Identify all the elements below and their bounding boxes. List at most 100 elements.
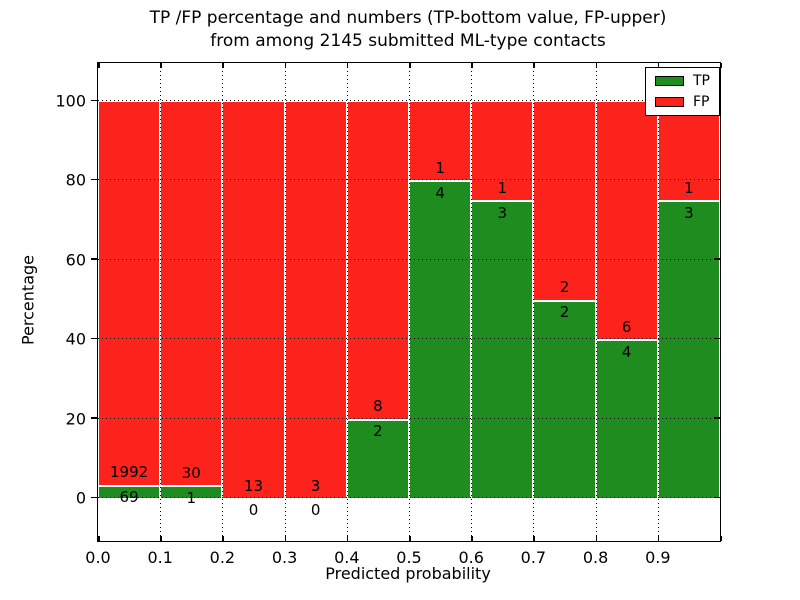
fp-bar-segment [222,101,285,498]
y-tick-label: 60 [65,250,86,270]
legend-item: TP [655,74,710,88]
fp-bar-segment [657,101,720,201]
x-tick-label: 0.7 [520,548,547,567]
tp-count-label: 0 [310,501,321,520]
plot-area: 0 20 40 60 80 100 0.0 0.1 0.2 0.3 0.4 0.5 0.6 0.7 0.8 0… [55,62,722,567]
fp-bar-segment [284,101,347,498]
fp-bar-segment [160,101,223,486]
chart-title-line1: TP /FP percentage and numbers (TP-bottom… [149,8,667,28]
tp-bar-segment [657,200,720,498]
gridline-vertical [533,63,535,541]
gridline-vertical [657,63,659,541]
gridline-vertical [284,63,286,541]
fp-count-label: 30 [181,463,201,482]
y-tick-mark [91,99,98,101]
fp-count-label: 1 [684,178,694,197]
x-tick-label: 0.1 [147,548,173,567]
tp-bar-segment [533,299,596,498]
y-tick-mark [91,496,98,498]
fp-bar-segment [533,101,596,300]
x-tick-mark-top [222,63,224,68]
x-tick-mark-top [720,63,722,68]
x-tick-mark-bottom [222,536,224,541]
legend-item-label: TP [693,73,710,89]
x-tick-mark-bottom [595,536,598,541]
fp-count-label: 8 [373,397,383,416]
x-tick-label: 0.8 [582,548,609,567]
x-tick-mark-bottom [720,536,722,541]
tp-count-label: 1 [186,488,197,507]
fp-count-label: 1 [497,178,508,197]
fp-legend-swatch [655,97,684,107]
y-tick-mark-right [714,178,720,181]
x-tick-mark-top [533,63,535,68]
y-tick-label: 0 [75,488,86,508]
chart-title-line2: from among 2145 submitted ML-type contac… [210,31,606,51]
x-tick-mark-bottom [409,536,411,541]
fp-count-label: 3 [310,476,321,495]
tp-count-label: 0 [248,501,259,520]
x-axis-label: Predicted probability [325,564,491,583]
x-tick-label: 0.9 [645,548,671,567]
y-tick-label: 20 [65,409,86,429]
x-tick-mark-bottom [98,536,100,541]
x-tick-mark-bottom [657,536,660,541]
y-tick-mark [91,337,98,340]
tp-count-label: 4 [435,183,445,202]
tp-bar-segment [98,484,161,498]
fp-bar-segment [346,101,409,419]
x-tick-mark-bottom [284,536,287,541]
y-tick-label: 40 [65,329,86,349]
tp-count-label: 3 [497,203,508,222]
y-tick-mark-right [714,417,720,419]
y-tick-label: 100 [55,91,86,111]
gridline-vertical [222,63,224,541]
chart-title: TP /FP percentage and numbers (TP-bottom… [97,7,719,53]
y-axis-label: Percentage [18,254,38,346]
legend-item: FP [655,95,710,109]
gridline-vertical [160,63,162,541]
x-tick-mark-bottom [346,536,349,541]
x-tick-mark-top [160,63,162,68]
y-tick-mark [91,417,98,419]
fp-count-label: 6 [621,317,632,336]
fp-count-label: 2 [559,278,570,297]
y-tick-mark-right [714,496,720,498]
x-tick-mark-top [284,63,287,68]
x-tick-label: 0.5 [396,548,422,567]
x-tick-mark-top [471,63,473,68]
x-tick-mark-top [657,63,660,68]
x-tick-label: 0.2 [209,548,236,567]
tp-count-label: 4 [621,342,632,361]
fp-bar-segment [595,101,658,340]
gridline-vertical [471,63,473,541]
x-tick-label: 0.3 [271,548,298,567]
y-tick-mark [91,258,98,260]
x-tick-mark-bottom [533,536,535,541]
gridline-vertical [346,63,348,541]
fp-bar-segment [98,101,161,485]
tp-legend-swatch [655,76,684,86]
gridline-vertical [409,63,410,541]
x-tick-mark-top [595,63,598,68]
fp-bar-segment [409,101,472,181]
fp-count-label: 1 [435,159,445,178]
x-tick-mark-top [98,63,100,68]
x-tick-mark-top [409,63,411,68]
y-tick-mark-right [714,337,720,340]
x-tick-mark-bottom [160,536,162,541]
x-tick-label: 0.4 [334,548,360,567]
fp-count-label: 13 [243,476,264,495]
x-tick-label: 0.6 [458,548,484,567]
legend: TP FP [645,67,720,116]
gridline-vertical [595,63,597,541]
x-tick-mark-bottom [471,536,473,541]
tp-count-label: 2 [559,302,570,321]
tp-bar-segment [346,418,409,498]
y-tick-mark [91,178,98,181]
tp-count-label: 69 [119,488,139,507]
tp-bar-segment [409,180,472,498]
x-tick-mark-top [346,63,349,68]
legend-item-label: FP [693,94,710,110]
